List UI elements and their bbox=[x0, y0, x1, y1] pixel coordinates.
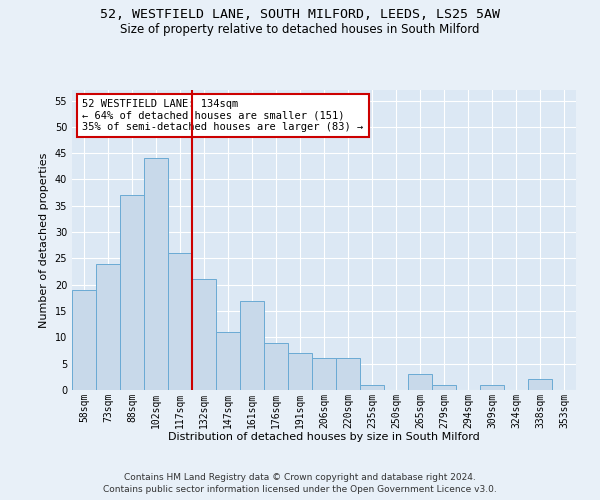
Bar bbox=[192, 280, 216, 390]
Bar bbox=[480, 384, 504, 390]
Text: 52 WESTFIELD LANE: 134sqm
← 64% of detached houses are smaller (151)
35% of semi: 52 WESTFIELD LANE: 134sqm ← 64% of detac… bbox=[82, 99, 364, 132]
Bar bbox=[360, 384, 384, 390]
Bar bbox=[144, 158, 168, 390]
Bar bbox=[96, 264, 120, 390]
Text: 52, WESTFIELD LANE, SOUTH MILFORD, LEEDS, LS25 5AW: 52, WESTFIELD LANE, SOUTH MILFORD, LEEDS… bbox=[100, 8, 500, 20]
Bar bbox=[408, 374, 432, 390]
Bar bbox=[168, 253, 192, 390]
Bar bbox=[216, 332, 240, 390]
Text: Contains HM Land Registry data © Crown copyright and database right 2024.: Contains HM Land Registry data © Crown c… bbox=[124, 472, 476, 482]
Bar bbox=[240, 300, 264, 390]
Bar bbox=[264, 342, 288, 390]
Bar bbox=[336, 358, 360, 390]
Text: Size of property relative to detached houses in South Milford: Size of property relative to detached ho… bbox=[120, 22, 480, 36]
Bar bbox=[288, 353, 312, 390]
Bar bbox=[312, 358, 336, 390]
Bar bbox=[528, 380, 552, 390]
Bar bbox=[120, 196, 144, 390]
Text: Contains public sector information licensed under the Open Government Licence v3: Contains public sector information licen… bbox=[103, 485, 497, 494]
Y-axis label: Number of detached properties: Number of detached properties bbox=[39, 152, 49, 328]
Bar bbox=[432, 384, 456, 390]
Text: Distribution of detached houses by size in South Milford: Distribution of detached houses by size … bbox=[168, 432, 480, 442]
Bar bbox=[72, 290, 96, 390]
